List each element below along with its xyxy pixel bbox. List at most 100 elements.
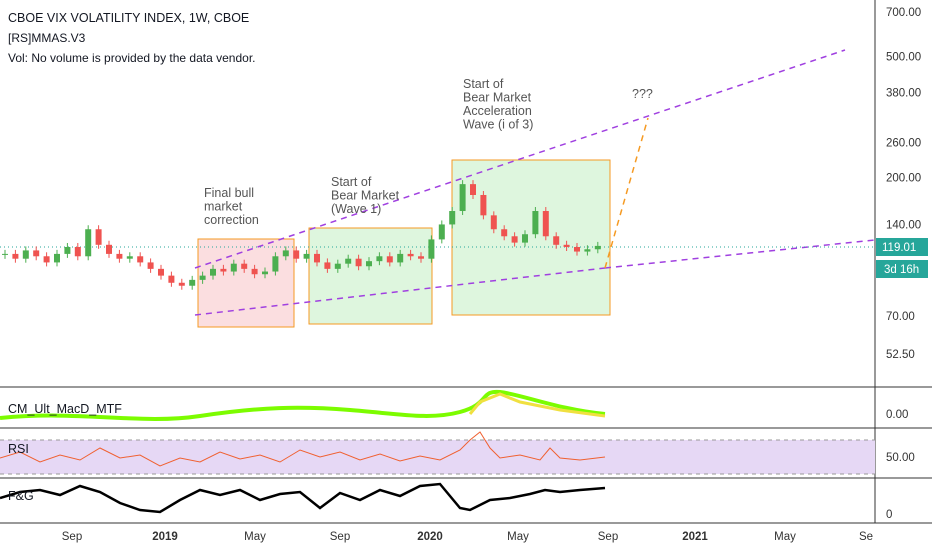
candle <box>262 271 268 275</box>
pane-tick: 0.00 <box>886 409 908 421</box>
price-tick: 380.00 <box>886 88 921 100</box>
candle <box>158 268 164 276</box>
candle <box>532 211 539 235</box>
candle <box>386 256 393 263</box>
candle <box>553 236 560 245</box>
price-tick: 140.00 <box>886 219 921 231</box>
candle <box>480 194 487 216</box>
candle <box>324 262 331 269</box>
candle <box>490 215 497 230</box>
price-tick: 200.00 <box>886 172 921 184</box>
candle <box>438 224 445 240</box>
macd-signal <box>468 392 606 418</box>
price-tick: 70.00 <box>886 311 915 323</box>
last-price: 119.01 <box>882 242 916 254</box>
trend-line <box>194 49 846 269</box>
header-text: CBOE VIX VOLATILITY INDEX, 1W, CBOE <box>8 11 249 25</box>
candle <box>106 244 112 254</box>
pane-title: CM_Ult_MacD_MTF <box>8 402 122 416</box>
annotation: Final bull <box>204 186 254 200</box>
candle <box>85 229 92 257</box>
candle <box>501 229 508 237</box>
candle <box>293 250 300 259</box>
candle <box>189 279 196 286</box>
candle <box>241 263 248 269</box>
candles <box>2 180 601 290</box>
projection-line <box>604 117 649 269</box>
candle <box>594 245 601 250</box>
candle <box>397 253 404 263</box>
countdown-badge <box>876 260 928 278</box>
price-tick: 260.00 <box>886 138 921 150</box>
candle <box>314 253 320 263</box>
candle <box>137 256 144 263</box>
candle <box>74 247 81 257</box>
pane-title: F&G <box>8 489 34 503</box>
candle <box>584 249 591 252</box>
rsi-line <box>0 431 606 467</box>
candle <box>251 268 258 275</box>
candle <box>542 211 549 237</box>
candle <box>230 263 237 272</box>
price-tick: 52.50 <box>886 349 915 361</box>
candle <box>12 253 19 259</box>
labels: CBOE VIX VOLATILITY INDEX, 1W, CBOE [RS]M… <box>8 7 928 543</box>
time-label: Sep <box>598 531 618 543</box>
pane-tick: 0 <box>886 509 892 521</box>
candle <box>428 239 435 259</box>
annotation: Acceleration <box>463 104 532 118</box>
annotation-box <box>451 159 611 316</box>
annotation-box <box>197 238 295 328</box>
candle <box>33 250 40 257</box>
macd-line <box>0 389 606 421</box>
rsi-band <box>0 440 875 474</box>
annotation: market <box>204 200 243 214</box>
candle <box>220 268 227 272</box>
candle <box>459 184 466 212</box>
annotation: correction <box>204 213 259 227</box>
candle <box>449 211 456 225</box>
time-label: Se <box>859 531 873 543</box>
time-label: Sep <box>330 531 350 543</box>
candle <box>272 256 279 272</box>
candle <box>376 256 383 262</box>
pane-title: RSI <box>8 442 29 456</box>
annotation: Bear Market <box>463 91 532 105</box>
candle <box>199 275 206 280</box>
candle <box>574 247 580 252</box>
header-text: Vol: No volume is provided by the data v… <box>8 51 255 65</box>
candle <box>418 256 424 259</box>
time-label: May <box>244 531 266 543</box>
candle <box>345 258 352 264</box>
candle <box>22 250 29 259</box>
candle <box>147 262 154 269</box>
candle <box>407 253 414 257</box>
candle <box>178 282 185 286</box>
annotation: Start of <box>463 77 504 91</box>
candle <box>470 184 476 195</box>
candle <box>282 250 289 257</box>
candle <box>303 253 310 259</box>
candle <box>334 263 341 269</box>
candle <box>511 236 518 243</box>
time-label: 2020 <box>417 531 443 543</box>
time-label: May <box>507 531 529 543</box>
candle <box>95 229 102 245</box>
time-label: 2019 <box>152 531 178 543</box>
candle <box>116 253 123 259</box>
annotation: Wave (i of 3) <box>463 118 533 132</box>
time-label: May <box>774 531 796 543</box>
candle <box>168 275 175 283</box>
time-label: Sep <box>62 531 82 543</box>
candle <box>210 268 216 276</box>
fg-line <box>0 482 606 514</box>
candle <box>54 253 60 263</box>
trend-line <box>604 239 876 269</box>
trend-line <box>194 267 606 316</box>
price-tick: 500.00 <box>886 51 921 63</box>
candle <box>522 234 528 243</box>
pane-tick: 50.00 <box>886 452 915 464</box>
candle <box>355 258 362 267</box>
annotation: (Wave 1) <box>331 202 381 216</box>
